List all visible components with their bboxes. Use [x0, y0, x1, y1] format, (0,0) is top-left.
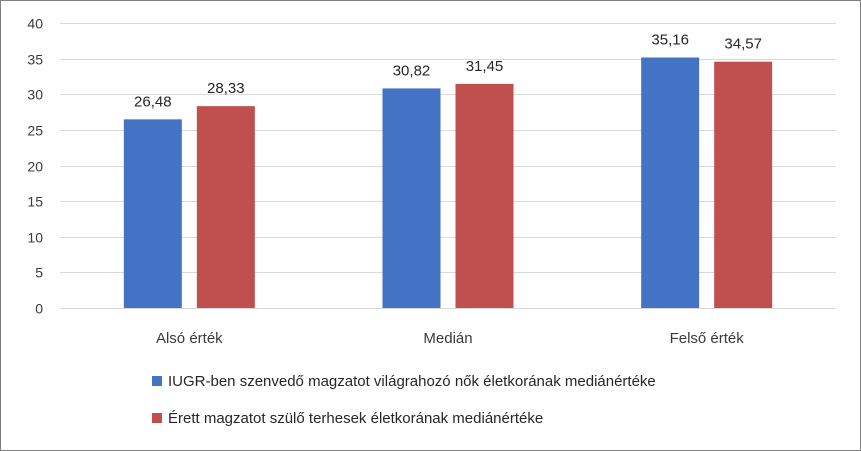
data-labels: 26,48 28,33 30,82 31,45 35,16 34,57	[134, 31, 762, 110]
x-category-label: Felső érték	[670, 330, 745, 347]
y-tick-label: 10	[27, 230, 43, 246]
y-tick-label: 40	[27, 16, 43, 32]
legend-label: Érett magzatot szülő terhesek életkorána…	[168, 410, 543, 427]
bar-iugr-1	[382, 88, 441, 308]
y-tick-label: 15	[27, 194, 43, 210]
gridlines	[60, 23, 836, 273]
y-tick-label: 20	[27, 159, 43, 175]
bar-erett-2	[714, 61, 773, 308]
x-axis: Alsó érték Medián Felső érték	[60, 308, 836, 347]
x-category-label: Medián	[423, 330, 472, 347]
legend-swatch	[152, 376, 162, 386]
data-label: 28,33	[207, 80, 245, 97]
bar-iugr-2	[641, 57, 700, 308]
bar-iugr-0	[123, 119, 182, 308]
y-axis: 0 5 10 15 20 25 30 35 40	[27, 16, 43, 317]
y-tick-label: 35	[27, 52, 43, 68]
legend-label: IUGR-ben szenvedő magzatot világrahozó n…	[168, 373, 656, 390]
legend: IUGR-ben szenvedő magzatot világrahozó n…	[152, 373, 656, 427]
data-label: 26,48	[134, 93, 172, 110]
y-tick-label: 30	[27, 87, 43, 103]
y-tick-label: 0	[35, 301, 43, 317]
bar-erett-1	[455, 83, 514, 308]
legend-swatch	[152, 413, 162, 423]
data-label: 35,16	[651, 31, 689, 48]
bar-erett-0	[196, 106, 255, 309]
data-label: 34,57	[724, 36, 762, 53]
data-label: 31,45	[466, 58, 504, 75]
data-label: 30,82	[393, 62, 431, 79]
x-category-label: Alsó érték	[156, 330, 223, 347]
y-tick-label: 25	[27, 123, 43, 139]
y-tick-label: 5	[35, 265, 43, 281]
bars	[123, 57, 773, 309]
